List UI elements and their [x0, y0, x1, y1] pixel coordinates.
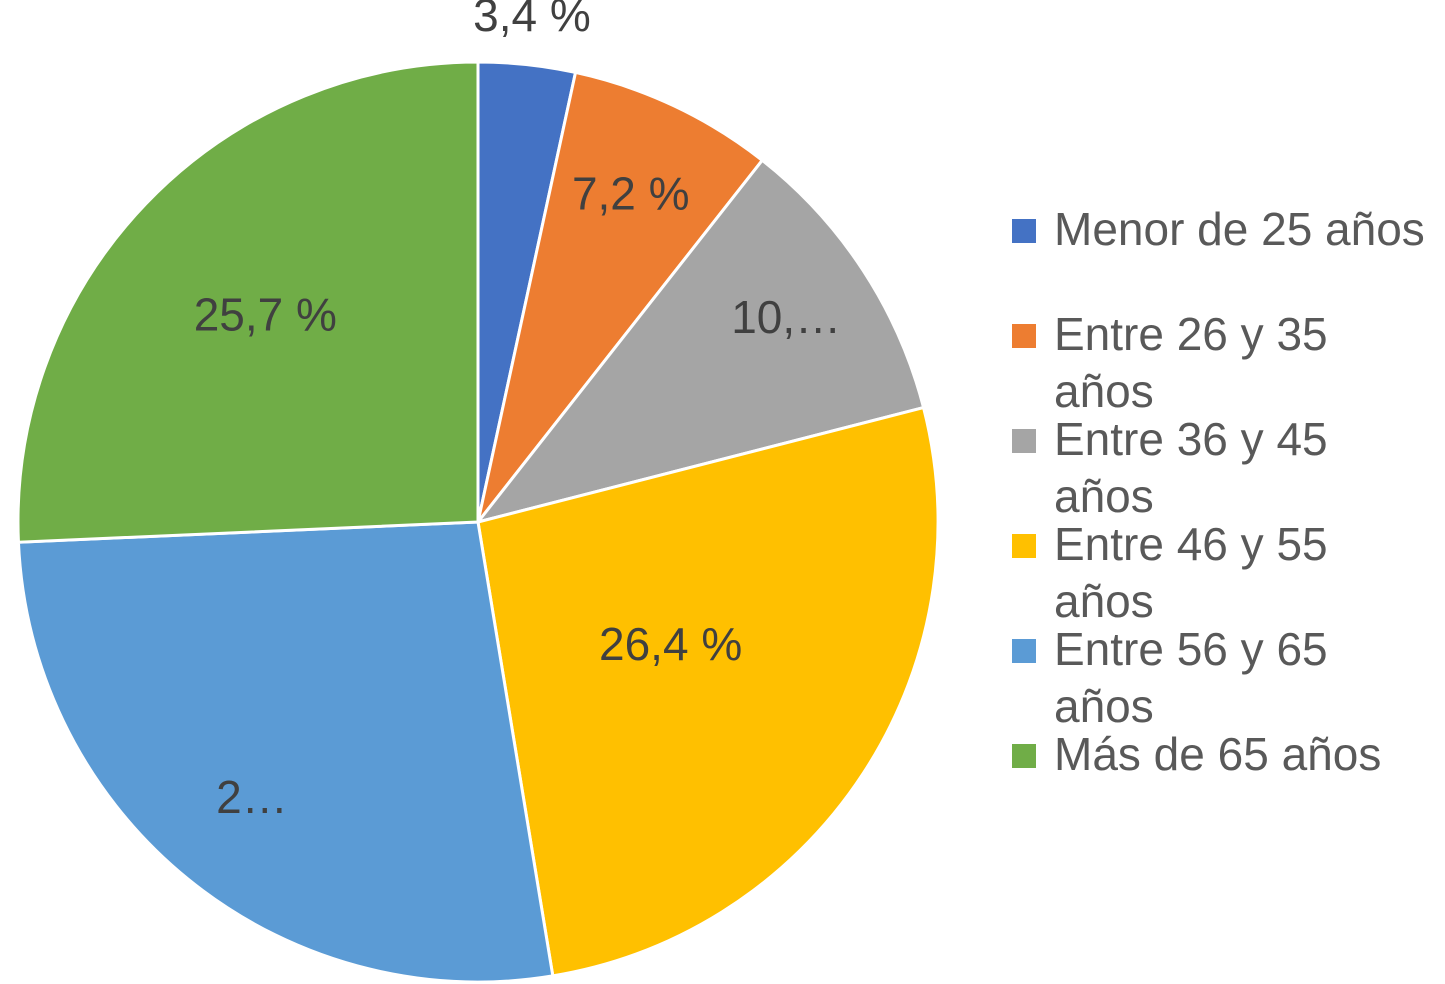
legend-swatch — [1012, 744, 1036, 768]
pie-slice — [476, 405, 940, 978]
legend-label: Entre 26 y 35 años — [1054, 308, 1328, 417]
legend-entry: Entre 46 y 55 años — [1012, 516, 1432, 630]
data-label: 26,4 % — [599, 618, 742, 670]
legend-label: Más de 65 años — [1054, 728, 1382, 780]
pie-slice — [476, 70, 765, 523]
pie-slice — [16, 520, 555, 984]
legend-swatch — [1012, 639, 1036, 663]
pie-slice — [474, 158, 926, 525]
data-label: 10,… — [731, 291, 841, 343]
legend-swatch — [1012, 324, 1036, 348]
legend-label: Menor de 25 años — [1054, 203, 1425, 255]
legend-entry: Menor de 25 años — [1012, 201, 1432, 258]
legend-swatch — [1012, 219, 1036, 243]
legend-entry: Más de 65 años — [1012, 726, 1432, 783]
legend-swatch — [1012, 534, 1036, 558]
data-label: 7,2 % — [572, 168, 690, 220]
legend-label: Entre 46 y 55 años — [1054, 518, 1328, 627]
legend-entry: Entre 36 y 45 años — [1012, 411, 1432, 525]
pie-slice — [16, 60, 480, 544]
data-label: 3,4 % — [473, 0, 591, 41]
legend-label: Entre 36 y 45 años — [1054, 413, 1328, 522]
legend-label: Entre 56 y 65 años — [1054, 623, 1328, 732]
chart: 3,4 % 7,2 % 10,… 26,4 % 2… 25,7 % — [16, 0, 940, 984]
legend-swatch — [1012, 429, 1036, 453]
data-label: 2… — [216, 771, 288, 823]
legend-entry: Entre 56 y 65 años — [1012, 621, 1432, 735]
data-label: 25,7 % — [194, 289, 337, 341]
legend-entry: Entre 26 y 35 años — [1012, 306, 1432, 420]
